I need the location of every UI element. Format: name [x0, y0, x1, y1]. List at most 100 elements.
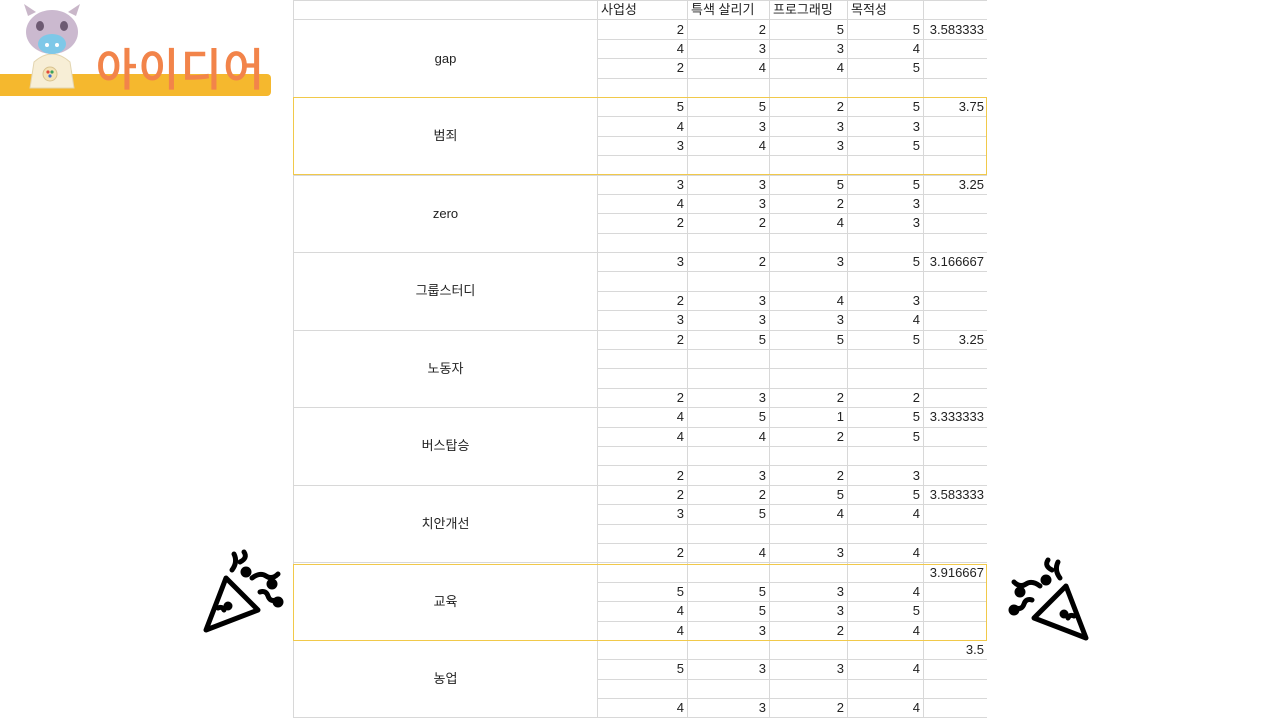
score-cell[interactable]: 3: [687, 387, 770, 409]
score-cell[interactable]: 2: [687, 484, 770, 506]
score-cell[interactable]: 3: [597, 504, 688, 525]
score-cell[interactable]: 2: [597, 213, 688, 234]
score-cell[interactable]: [597, 523, 688, 544]
score-cell[interactable]: 3: [687, 290, 770, 312]
header-purpose[interactable]: 목적성: [847, 0, 924, 21]
score-cell[interactable]: 5: [847, 601, 924, 622]
average-cell[interactable]: [923, 387, 987, 409]
score-cell[interactable]: 3: [687, 620, 770, 641]
score-cell[interactable]: [769, 232, 848, 254]
score-cell[interactable]: 5: [847, 407, 924, 428]
score-cell[interactable]: 3: [769, 116, 848, 137]
score-cell[interactable]: 5: [847, 329, 924, 351]
average-cell[interactable]: [923, 116, 987, 137]
score-cell[interactable]: 2: [687, 252, 770, 273]
score-cell[interactable]: 5: [769, 329, 848, 351]
score-cell[interactable]: 4: [769, 290, 848, 312]
score-cell[interactable]: 4: [847, 698, 924, 719]
score-cell[interactable]: 3: [597, 174, 688, 195]
score-cell[interactable]: [847, 445, 924, 467]
score-cell[interactable]: [847, 155, 924, 176]
idea-name-cell[interactable]: gap: [293, 19, 598, 98]
score-cell[interactable]: 4: [597, 116, 688, 137]
score-cell[interactable]: [769, 678, 848, 700]
score-cell[interactable]: [769, 368, 848, 389]
score-cell[interactable]: 3: [847, 465, 924, 486]
score-cell[interactable]: 2: [597, 484, 688, 506]
score-cell[interactable]: [847, 271, 924, 292]
score-cell[interactable]: 3: [847, 290, 924, 312]
score-cell[interactable]: 5: [687, 329, 770, 351]
score-cell[interactable]: [597, 155, 688, 176]
score-cell[interactable]: 3: [597, 135, 688, 157]
score-cell[interactable]: [847, 678, 924, 700]
score-cell[interactable]: [597, 349, 688, 370]
score-cell[interactable]: 3: [687, 38, 770, 60]
score-cell[interactable]: [597, 639, 688, 661]
score-cell[interactable]: 3: [687, 310, 770, 331]
score-cell[interactable]: [687, 523, 770, 544]
average-cell[interactable]: [923, 232, 987, 254]
score-cell[interactable]: 5: [847, 96, 924, 118]
header-cell[interactable]: [923, 0, 987, 21]
average-cell[interactable]: 3.583333: [923, 19, 987, 40]
average-cell[interactable]: [923, 426, 987, 447]
average-cell[interactable]: 3.25: [923, 174, 987, 195]
score-cell[interactable]: [769, 349, 848, 370]
score-cell[interactable]: 4: [769, 213, 848, 234]
score-cell[interactable]: 3: [687, 116, 770, 137]
score-cell[interactable]: 3: [769, 581, 848, 603]
score-cell[interactable]: [769, 523, 848, 544]
average-cell[interactable]: [923, 135, 987, 157]
score-cell[interactable]: [847, 562, 924, 583]
score-cell[interactable]: 5: [847, 19, 924, 40]
score-cell[interactable]: [847, 232, 924, 254]
score-cell[interactable]: 4: [847, 581, 924, 603]
score-cell[interactable]: 4: [597, 38, 688, 60]
header-cell[interactable]: [293, 0, 598, 21]
score-cell[interactable]: 5: [687, 407, 770, 428]
average-cell[interactable]: 3.916667: [923, 562, 987, 583]
score-cell[interactable]: 5: [769, 484, 848, 506]
score-cell[interactable]: 2: [769, 426, 848, 447]
score-cell[interactable]: 2: [769, 465, 848, 486]
score-cell[interactable]: 2: [769, 387, 848, 409]
score-cell[interactable]: 2: [597, 329, 688, 351]
score-cell[interactable]: [687, 77, 770, 98]
score-cell[interactable]: 4: [769, 504, 848, 525]
average-cell[interactable]: [923, 581, 987, 603]
score-cell[interactable]: [687, 445, 770, 467]
score-cell[interactable]: 2: [687, 19, 770, 40]
score-cell[interactable]: 5: [687, 601, 770, 622]
score-cell[interactable]: [847, 368, 924, 389]
score-cell[interactable]: 3: [769, 542, 848, 564]
score-cell[interactable]: 4: [847, 620, 924, 641]
score-cell[interactable]: [687, 639, 770, 661]
score-cell[interactable]: 3: [769, 135, 848, 157]
score-cell[interactable]: 4: [597, 407, 688, 428]
score-cell[interactable]: 4: [597, 426, 688, 447]
score-cell[interactable]: [597, 368, 688, 389]
average-cell[interactable]: [923, 465, 987, 486]
header-business[interactable]: 사업성: [597, 0, 688, 21]
idea-name-cell[interactable]: 그룹스터디: [293, 252, 598, 331]
average-cell[interactable]: [923, 193, 987, 215]
score-cell[interactable]: [597, 77, 688, 98]
score-cell[interactable]: 5: [687, 504, 770, 525]
average-cell[interactable]: [923, 290, 987, 312]
score-cell[interactable]: 3: [687, 465, 770, 486]
score-cell[interactable]: 2: [769, 698, 848, 719]
average-cell[interactable]: 3.166667: [923, 252, 987, 273]
average-cell[interactable]: [923, 620, 987, 641]
score-cell[interactable]: 3: [769, 38, 848, 60]
score-cell[interactable]: [769, 155, 848, 176]
score-cell[interactable]: [769, 562, 848, 583]
average-cell[interactable]: [923, 542, 987, 564]
score-cell[interactable]: 5: [769, 19, 848, 40]
average-cell[interactable]: [923, 271, 987, 292]
score-cell[interactable]: 4: [597, 698, 688, 719]
average-cell[interactable]: [923, 504, 987, 525]
score-cell[interactable]: 2: [769, 620, 848, 641]
score-cell[interactable]: [847, 77, 924, 98]
average-cell[interactable]: [923, 368, 987, 389]
